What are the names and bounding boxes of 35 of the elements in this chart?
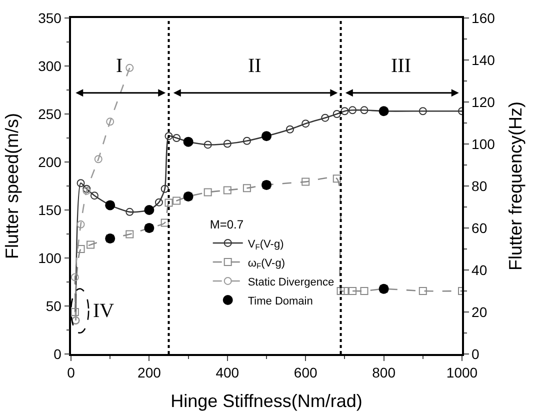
legend-label: V$_{F}$(V-g) [248,238,284,252]
x-tick-label: 1000 [446,364,478,381]
annotation: II [248,55,262,77]
y2-axis-title: Flutter frequency(Hz) [506,101,526,271]
x-tick-label: 400 [216,364,240,381]
legend-label: Time Domain [248,295,313,308]
legend-label: ω$_{F}$(V-g) [248,257,285,271]
y-axis-title: Flutter speed(m/s) [2,112,22,260]
x-tick-label: 600 [294,364,318,381]
y-tick-label: 300 [38,58,62,74]
y-tick-label: 150 [38,202,62,218]
y2-tick-label: 0 [472,346,480,362]
y-tick-label: 200 [38,154,62,170]
x-tick-label: 200 [138,364,162,381]
y-tick-label: 50 [46,298,62,314]
y2-tick-label: 40 [472,262,488,278]
y-tick-label: 0 [54,346,62,362]
y2-tick-label: 60 [472,220,488,236]
y2-tick-label: 20 [472,304,488,320]
y2-tick-label: 140 [472,52,496,68]
y2-tick-label: 160 [472,10,496,26]
x-tick-label: 800 [372,364,396,381]
legend-label: Static Divergence [248,276,334,288]
annotation: IV [93,300,115,322]
y-tick-label: 250 [38,106,62,122]
annotation: I [116,55,123,77]
y2-tick-label: 120 [472,94,496,110]
y-tick-label: 100 [38,250,62,266]
y2-tick-label: 100 [472,136,496,152]
legend-title: M=0.7 [210,217,244,232]
x-tick-label: 0 [67,364,76,381]
y2-tick-label: 80 [472,178,488,194]
y-tick-label: 350 [38,10,62,26]
annotation: III [391,55,411,77]
x-axis-title: Hinge Stiffness(Nm/rad) [170,391,362,412]
